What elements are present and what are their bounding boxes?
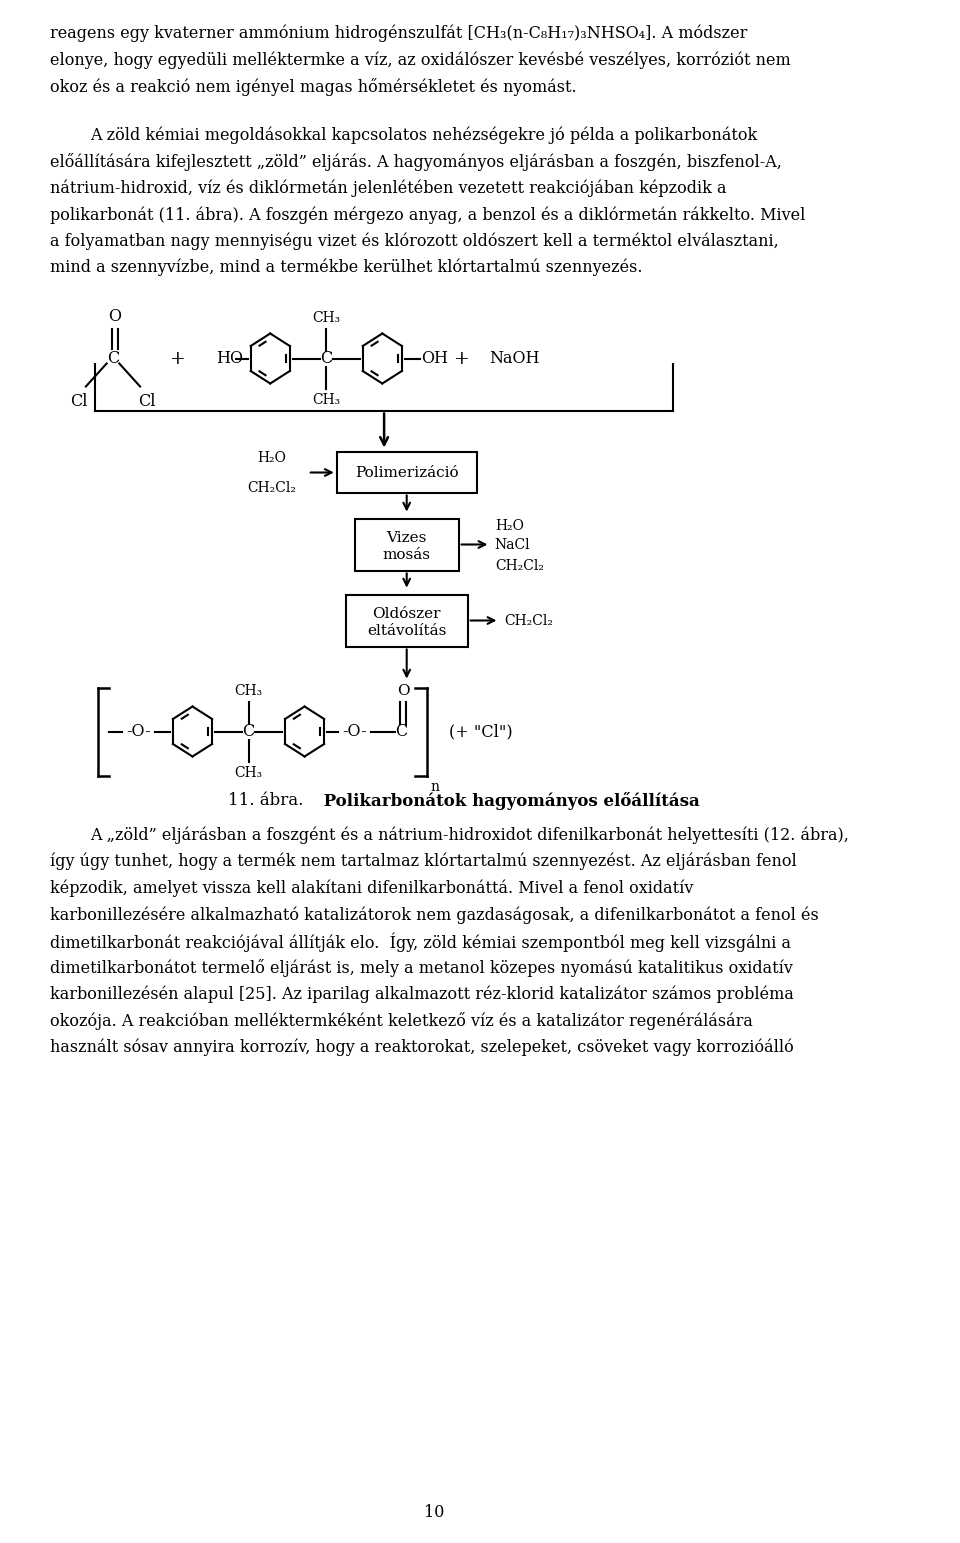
- Text: CH₃: CH₃: [234, 684, 263, 697]
- Text: karbonillezésére alkalmazható katalizátorok nem gazdaságosak, a difenilkarbonáto: karbonillezésére alkalmazható katalizáto…: [50, 906, 819, 924]
- Text: -O-: -O-: [126, 724, 151, 741]
- Text: polikarbonát (11. ábra). A foszgén mérgezo anyag, a benzol és a diklórmetán rákk: polikarbonát (11. ábra). A foszgén mérge…: [50, 207, 805, 224]
- Text: -O-: -O-: [342, 724, 367, 741]
- Text: CH₃: CH₃: [312, 392, 341, 406]
- Text: C: C: [107, 350, 119, 367]
- Text: H₂O: H₂O: [257, 451, 286, 464]
- Text: C: C: [396, 724, 407, 741]
- Text: HO: HO: [216, 350, 243, 367]
- Text: NaOH: NaOH: [489, 350, 540, 367]
- Text: Oldószer: Oldószer: [372, 606, 441, 620]
- Text: H₂O: H₂O: [494, 518, 524, 532]
- Text: CH₃: CH₃: [234, 765, 263, 779]
- Text: +: +: [454, 350, 469, 367]
- Bar: [337, 452, 477, 492]
- Text: eltávolítás: eltávolítás: [367, 623, 446, 637]
- Text: A „zöld” eljárásban a foszgént és a nátrium-hidroxidot difenilkarbonát helyettes: A „zöld” eljárásban a foszgént és a nátr…: [90, 827, 850, 844]
- Text: (+ "Cl"): (+ "Cl"): [449, 724, 513, 741]
- Text: +: +: [170, 350, 186, 367]
- Text: mind a szennyvízbe, mind a termékbe kerülhet klórtartalmú szennyezés.: mind a szennyvízbe, mind a termékbe kerü…: [50, 259, 642, 276]
- Text: Vizes: Vizes: [387, 531, 427, 545]
- Text: a folyamatban nagy mennyiségu vizet és klórozott oldószert kell a terméktol elvá: a folyamatban nagy mennyiségu vizet és k…: [50, 233, 779, 250]
- Text: O: O: [108, 307, 121, 324]
- Text: dimetilkarbonát reakciójával állítják elo.  Így, zöld kémiai szempontból meg kel: dimetilkarbonát reakciójával állítják el…: [50, 932, 791, 952]
- Text: OH: OH: [421, 350, 448, 367]
- Text: Cl: Cl: [138, 393, 156, 410]
- Text: CH₂Cl₂: CH₂Cl₂: [494, 559, 543, 572]
- Text: C: C: [320, 350, 332, 367]
- Text: használt sósav annyira korrozív, hogy a reaktorokat, szelepeket, csöveket vagy k: használt sósav annyira korrozív, hogy a …: [50, 1038, 794, 1055]
- Text: okozója. A reakcióban melléktermkéként keletkező víz és a katalizátor regenérálá: okozója. A reakcióban melléktermkéként k…: [50, 1012, 753, 1031]
- Text: Cl: Cl: [70, 393, 87, 410]
- Text: képzodik, amelyet vissza kell alakítani difenilkarbonáttá. Mivel a fenol oxidatí: képzodik, amelyet vissza kell alakítani …: [50, 880, 693, 896]
- Text: karbonillezésén alapul [25]. Az iparilag alkalmazott réz-klorid katalizátor szám: karbonillezésén alapul [25]. Az iparilag…: [50, 986, 794, 1003]
- Text: CH₂Cl₂: CH₂Cl₂: [504, 614, 553, 628]
- Text: Polimerizáció: Polimerizáció: [355, 466, 459, 480]
- Text: reagens egy kvaterner ammónium hidrogénszulfát [CH₃(n-C₈H₁₇)₃NHSO₄]. A módszer: reagens egy kvaterner ammónium hidrogéns…: [50, 25, 747, 43]
- Bar: [346, 594, 468, 647]
- Text: mosás: mosás: [383, 548, 431, 562]
- Text: NaCl: NaCl: [494, 537, 531, 551]
- Text: nátrium-hidroxid, víz és diklórmetán jelenlétében vezetett reakciójában képzodik: nátrium-hidroxid, víz és diklórmetán jel…: [50, 179, 726, 198]
- Text: 10: 10: [423, 1504, 444, 1521]
- Text: CH₂Cl₂: CH₂Cl₂: [247, 480, 296, 494]
- Text: 11. ábra.: 11. ábra.: [228, 792, 303, 809]
- Text: így úgy tunhet, hogy a termék nem tartalmaz klórtartalmú szennyezést. Az eljárás: így úgy tunhet, hogy a termék nem tartal…: [50, 853, 797, 870]
- Text: Polikarbonátok hagyományos előállítása: Polikarbonátok hagyományos előállítása: [318, 792, 700, 810]
- Text: A zöld kémiai megoldásokkal kapcsolatos nehézségekre jó példa a polikarbonátok: A zöld kémiai megoldásokkal kapcsolatos …: [90, 127, 757, 143]
- Text: C: C: [243, 724, 254, 741]
- Bar: [355, 518, 459, 571]
- Text: n: n: [430, 779, 439, 793]
- Text: okoz és a reakció nem igényel magas hőmérsékletet és nyomást.: okoz és a reakció nem igényel magas hőmé…: [50, 79, 576, 96]
- Text: O: O: [396, 684, 409, 697]
- Text: CH₃: CH₃: [312, 310, 341, 324]
- Text: előállítására kifejlesztett „zöld” eljárás. A hagyományos eljárásban a foszgén, : előállítására kifejlesztett „zöld” eljár…: [50, 153, 781, 171]
- Text: elonye, hogy egyedüli melléktermke a víz, az oxidálószer kevésbé veszélyes, korr: elonye, hogy egyedüli melléktermke a víz…: [50, 51, 790, 69]
- Text: dimetilkarbonátot termelő eljárást is, mely a metanol közepes nyomású katalitiku: dimetilkarbonátot termelő eljárást is, m…: [50, 960, 793, 977]
